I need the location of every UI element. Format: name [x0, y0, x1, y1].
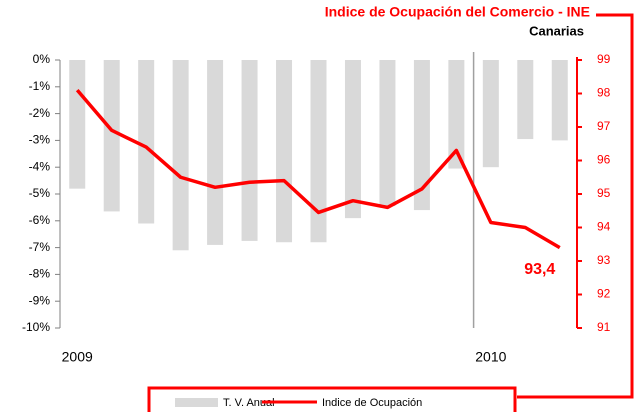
bar — [310, 60, 327, 243]
legend-label: Indice de Ocupación — [322, 397, 422, 409]
chart-title: Indice de Ocupación del Comercio - INE — [325, 4, 590, 20]
line — [75, 89, 561, 250]
y2-tick-label: 93 — [597, 253, 611, 267]
y-tick-label: -3% — [29, 133, 51, 147]
y-tick-label: 0% — [33, 52, 51, 66]
value-label: 93,4 — [524, 261, 555, 278]
bar — [276, 60, 293, 243]
bar — [551, 60, 568, 141]
bar — [103, 60, 120, 212]
y-tick-label: -6% — [29, 213, 51, 227]
y-tick-label: -1% — [29, 79, 51, 93]
bar — [172, 60, 189, 251]
bar — [413, 60, 430, 211]
y2-tick-label: 98 — [597, 86, 611, 100]
chart-subtitle: Canarias — [529, 23, 584, 38]
y-tick-label: -7% — [29, 240, 51, 254]
bar — [207, 60, 224, 245]
legend-label: T. V. Anual — [223, 397, 275, 409]
bar — [448, 60, 465, 169]
bar — [517, 60, 534, 140]
y2-tick-label: 97 — [597, 119, 611, 133]
bar — [241, 60, 258, 241]
y2-tick-label: 94 — [597, 220, 611, 234]
x-tick-label: 2009 — [62, 349, 93, 365]
bar — [379, 60, 396, 207]
y-tick-label: -2% — [29, 106, 51, 120]
bar — [138, 60, 155, 224]
bar — [344, 60, 361, 219]
y-tick-label: -8% — [29, 267, 51, 281]
y2-tick-label: 96 — [597, 153, 611, 167]
y2-tick-label: 99 — [597, 52, 611, 66]
y2-tick-label: 92 — [597, 287, 611, 301]
bar — [482, 60, 499, 168]
frame-bracket — [517, 13, 634, 399]
legend-box — [147, 386, 517, 412]
x-tick-label: 2010 — [475, 349, 506, 365]
y-tick-label: -9% — [29, 293, 51, 307]
y2-tick-label: 91 — [597, 320, 611, 334]
y-tick-label: -5% — [29, 186, 51, 200]
legend-swatch — [175, 398, 218, 407]
y-tick-label: -10% — [22, 320, 50, 334]
y2-tick-label: 95 — [597, 186, 611, 200]
bar — [69, 60, 86, 189]
y-tick-label: -4% — [29, 159, 51, 173]
